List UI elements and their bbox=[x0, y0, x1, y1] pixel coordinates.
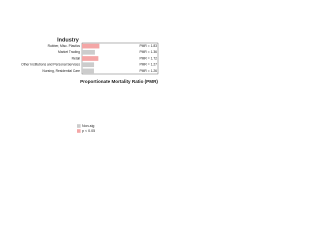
value-label: PMR = 1.27 bbox=[139, 63, 157, 67]
legend-label: Non-sig bbox=[82, 124, 94, 128]
value-label: PMR = 1.36 bbox=[139, 50, 157, 54]
legend-label: p < 0.05 bbox=[82, 129, 95, 133]
category-label: Other Institutions and Personal Services bbox=[21, 63, 80, 67]
bar bbox=[82, 68, 94, 74]
value-label: PMR = 1.83 bbox=[139, 44, 157, 48]
x-axis-label: Proportionate Mortality Ratio (PMR) bbox=[80, 79, 158, 84]
bar bbox=[82, 49, 95, 55]
category-label: Nursing, Residential Care bbox=[42, 69, 80, 73]
category-label: Market Trading bbox=[58, 50, 80, 54]
bar bbox=[82, 43, 100, 49]
category-label: Retail bbox=[72, 56, 81, 60]
chart: Industry Proportionate Mortality Ratio (… bbox=[21, 37, 158, 133]
bar bbox=[82, 56, 99, 61]
legend-swatch bbox=[77, 129, 81, 133]
bar bbox=[82, 62, 95, 68]
value-label: PMR = 1.72 bbox=[139, 56, 157, 60]
chart-title: Industry bbox=[57, 37, 80, 43]
value-label: PMR = 1.26 bbox=[139, 69, 157, 73]
legend-swatch bbox=[77, 124, 81, 128]
category-label: Rubber, Misc. Plastics bbox=[48, 44, 81, 48]
